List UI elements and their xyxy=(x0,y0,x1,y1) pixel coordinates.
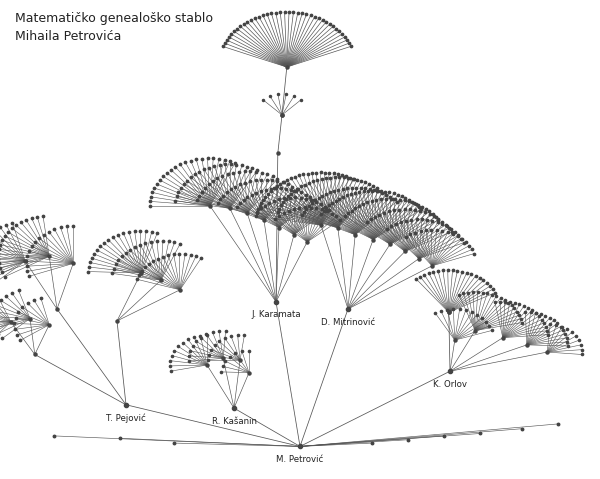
Text: D. Mitrinović: D. Mitrinović xyxy=(321,318,375,327)
Text: T. Pejović: T. Pejović xyxy=(106,413,146,423)
Text: R. Kašanin: R. Kašanin xyxy=(212,417,257,426)
Text: M. Petrović: M. Petrović xyxy=(277,455,323,464)
Text: Matematičko genealoško stablo
Mihaila Petrovića: Matematičko genealoško stablo Mihaila Pe… xyxy=(15,12,213,43)
Text: K. Orlov: K. Orlov xyxy=(433,380,467,389)
Text: J. Karamata: J. Karamata xyxy=(251,310,301,319)
